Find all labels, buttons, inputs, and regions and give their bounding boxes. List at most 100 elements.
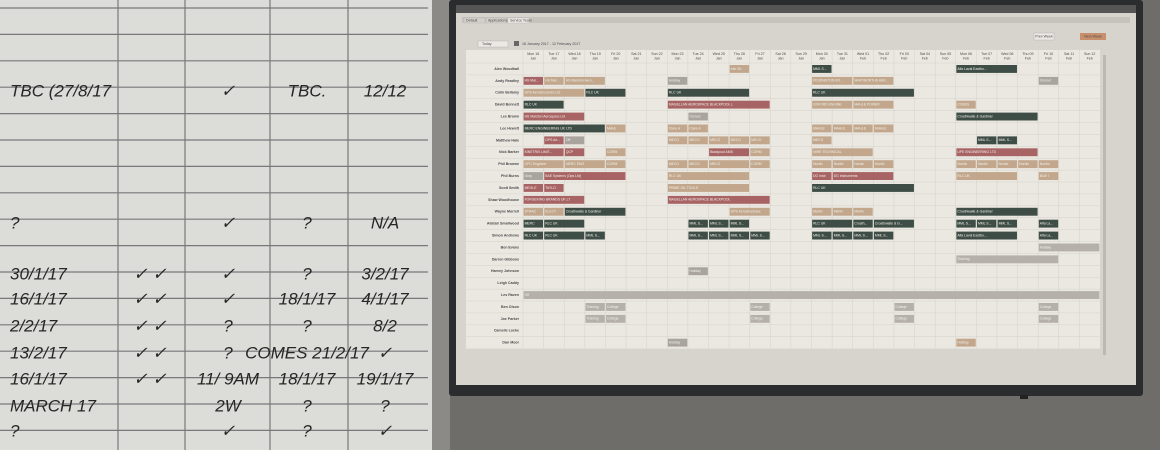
booking[interactable]: [544, 184, 564, 192]
booking[interactable]: [667, 124, 688, 133]
booking[interactable]: [523, 207, 544, 216]
booking[interactable]: [606, 148, 626, 157]
booking[interactable]: [564, 148, 585, 157]
booking[interactable]: [667, 338, 688, 347]
booking[interactable]: [1038, 231, 1059, 240]
booking[interactable]: [544, 207, 564, 216]
booking[interactable]: [729, 65, 750, 73]
prev-button[interactable]: [1033, 32, 1055, 41]
booking[interactable]: [956, 100, 976, 109]
booking[interactable]: [523, 172, 544, 180]
booking[interactable]: [956, 231, 1017, 240]
booking[interactable]: [523, 148, 564, 157]
booking[interactable]: [873, 219, 914, 228]
booking[interactable]: [709, 148, 750, 157]
booking[interactable]: [688, 136, 708, 145]
booking[interactable]: [812, 76, 853, 85]
booking[interactable]: [956, 65, 1017, 73]
booking[interactable]: [667, 195, 770, 204]
booking[interactable]: [523, 219, 544, 228]
booking[interactable]: [585, 303, 605, 311]
booking[interactable]: [729, 136, 750, 145]
booking[interactable]: [688, 267, 708, 276]
booking[interactable]: [976, 219, 997, 228]
booking[interactable]: [956, 172, 1017, 180]
booking[interactable]: [606, 314, 626, 323]
booking[interactable]: [750, 148, 770, 157]
booking[interactable]: [585, 88, 626, 97]
booking[interactable]: [667, 136, 688, 145]
booking[interactable]: [667, 184, 750, 192]
booking[interactable]: [812, 88, 914, 97]
booking[interactable]: [667, 88, 750, 97]
booking[interactable]: [956, 160, 976, 169]
booking[interactable]: [894, 303, 914, 311]
booking[interactable]: [523, 124, 605, 133]
booking[interactable]: [709, 219, 729, 228]
booking[interactable]: [585, 314, 605, 323]
booking[interactable]: [606, 303, 626, 311]
booking[interactable]: [853, 160, 873, 169]
booking[interactable]: [853, 231, 873, 240]
booking[interactable]: [667, 160, 688, 169]
booking[interactable]: [688, 124, 708, 133]
booking[interactable]: [709, 136, 729, 145]
booking[interactable]: [667, 172, 750, 180]
booking[interactable]: [667, 76, 688, 85]
booking[interactable]: [523, 184, 544, 192]
booking[interactable]: [976, 136, 997, 145]
booking[interactable]: [812, 65, 832, 73]
booking[interactable]: [812, 172, 832, 180]
booking[interactable]: [997, 136, 1017, 145]
booking[interactable]: [1038, 314, 1059, 323]
booking[interactable]: [853, 207, 873, 216]
booking[interactable]: [812, 184, 914, 192]
booking[interactable]: [750, 136, 770, 145]
booking[interactable]: [709, 160, 750, 169]
booking[interactable]: [956, 338, 976, 347]
booking[interactable]: [688, 231, 708, 240]
booking[interactable]: [750, 314, 770, 323]
booking[interactable]: [853, 76, 894, 85]
booking[interactable]: [544, 76, 564, 85]
booking[interactable]: [832, 160, 853, 169]
booking[interactable]: [564, 136, 585, 145]
booking[interactable]: [873, 160, 894, 169]
booking[interactable]: [585, 231, 605, 240]
booking[interactable]: [523, 195, 585, 204]
booking[interactable]: [688, 219, 708, 228]
booking[interactable]: [997, 219, 1017, 228]
booking[interactable]: [956, 148, 1038, 157]
booking[interactable]: [544, 219, 585, 228]
booking[interactable]: [564, 207, 626, 216]
booking[interactable]: [688, 160, 708, 169]
booking[interactable]: [544, 136, 564, 145]
booking[interactable]: [667, 100, 770, 109]
booking[interactable]: [709, 231, 729, 240]
booking[interactable]: [523, 100, 564, 109]
booking[interactable]: [750, 303, 770, 311]
booking[interactable]: [812, 124, 832, 133]
booking[interactable]: [853, 124, 873, 133]
booking[interactable]: [523, 76, 544, 85]
booking[interactable]: [832, 172, 894, 180]
booking[interactable]: [956, 219, 976, 228]
booking[interactable]: [523, 291, 1100, 299]
booking[interactable]: [812, 136, 832, 145]
booking[interactable]: [976, 160, 997, 169]
booking[interactable]: [544, 231, 585, 240]
booking[interactable]: [729, 231, 750, 240]
booking[interactable]: [606, 160, 626, 169]
booking[interactable]: [894, 314, 914, 323]
booking[interactable]: [832, 231, 853, 240]
booking[interactable]: [812, 231, 832, 240]
booking[interactable]: [688, 112, 708, 121]
next-button[interactable]: [1080, 33, 1106, 40]
booking[interactable]: [523, 88, 585, 97]
tab[interactable]: [507, 17, 530, 24]
booking[interactable]: [729, 219, 750, 228]
booking[interactable]: [956, 112, 1038, 121]
booking[interactable]: [1018, 160, 1038, 169]
booking[interactable]: [812, 219, 853, 228]
booking[interactable]: [544, 172, 626, 180]
